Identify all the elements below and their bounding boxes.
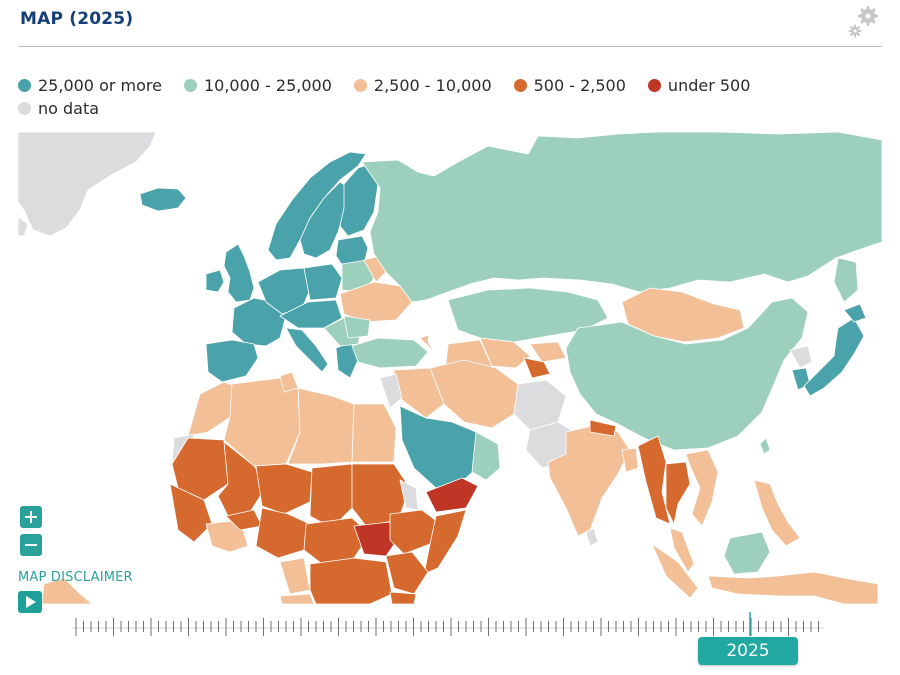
region-iran[interactable]: [429, 359, 519, 429]
legend-item-10000-25000: 10,000 - 25,000: [183, 76, 332, 95]
legend-label: 500 - 2,500: [533, 76, 626, 95]
region-kamchatka[interactable]: [833, 257, 859, 303]
legend-label: no data: [38, 99, 100, 118]
region-egypt[interactable]: [351, 403, 397, 463]
year-timeline[interactable]: [60, 608, 840, 648]
region-china[interactable]: [565, 297, 809, 451]
region-indonesia-east[interactable]: [707, 571, 879, 605]
timeline-ticks: [72, 612, 824, 636]
region-thailand[interactable]: [665, 461, 691, 525]
region-chad[interactable]: [309, 463, 353, 529]
settings-button[interactable]: [846, 4, 882, 40]
choropleth-map[interactable]: [17, 131, 883, 605]
gear-icon: [848, 6, 878, 38]
play-button[interactable]: [18, 591, 42, 613]
region-kyrgyzstan[interactable]: [529, 341, 567, 363]
region-south-sudan[interactable]: [353, 521, 401, 557]
page-title: MAP (2025): [20, 9, 134, 29]
region-somalia[interactable]: [423, 509, 467, 575]
map-canvas[interactable]: [17, 131, 883, 605]
region-bangladesh[interactable]: [621, 447, 639, 473]
region-ukraine[interactable]: [339, 281, 413, 323]
legend-swatch: [513, 79, 527, 92]
region-yemen[interactable]: [425, 477, 479, 513]
region-poland[interactable]: [303, 263, 343, 301]
region-north-america[interactable]: [17, 216, 29, 237]
region-drc[interactable]: [309, 557, 393, 605]
zoom-in-button[interactable]: [20, 506, 42, 528]
region-moldova-romania[interactable]: [343, 315, 371, 339]
region-philippines[interactable]: [753, 479, 801, 547]
region-iceland[interactable]: [139, 187, 187, 212]
region-gabon-congo[interactable]: [279, 557, 311, 595]
legend-label: 25,000 or more: [38, 76, 162, 95]
region-angola-tail[interactable]: [279, 593, 315, 605]
selected-year-badge[interactable]: 2025: [698, 637, 798, 665]
zoom-out-button[interactable]: [20, 534, 42, 556]
legend-swatch: [647, 79, 661, 92]
region-taiwan[interactable]: [759, 437, 771, 455]
legend-swatch: [183, 79, 197, 92]
region-finland[interactable]: [339, 163, 379, 237]
region-norway[interactable]: [267, 151, 367, 261]
region-levant[interactable]: [379, 373, 403, 409]
region-tunisia[interactable]: [279, 371, 299, 393]
region-hokkaido[interactable]: [843, 303, 867, 323]
legend-label: 10,000 - 25,000: [203, 76, 332, 95]
legend-item-under-500: under 500: [647, 76, 751, 95]
region-benelux-germany[interactable]: [257, 267, 311, 315]
region-ireland[interactable]: [205, 269, 225, 293]
region-borneo[interactable]: [723, 531, 771, 575]
legend-label: under 500: [667, 76, 751, 95]
region-tajikistan[interactable]: [523, 357, 551, 379]
region-senegal-guinea[interactable]: [169, 483, 213, 543]
legend-item-25000-plus: 25,000 or more: [18, 76, 162, 95]
region-central-europe[interactable]: [279, 299, 343, 329]
region-north-korea[interactable]: [789, 345, 813, 369]
region-libya[interactable]: [287, 387, 355, 465]
region-caspian[interactable]: [427, 321, 449, 359]
legend-label: 2,500 - 10,000: [373, 76, 492, 95]
region-uae-oman[interactable]: [471, 431, 501, 481]
legend-item-2500-10000: 2,500 - 10,000: [353, 76, 492, 95]
region-malay-peninsula[interactable]: [669, 527, 695, 573]
region-laos-vietnam[interactable]: [685, 449, 719, 527]
region-sri-lanka[interactable]: [585, 527, 599, 547]
region-eritrea-djibouti[interactable]: [399, 479, 419, 511]
region-france[interactable]: [231, 297, 287, 347]
region-nigeria[interactable]: [255, 507, 311, 559]
legend-swatch: [18, 79, 31, 92]
region-kenya-uganda[interactable]: [385, 551, 429, 595]
region-japan[interactable]: [803, 317, 865, 397]
region-greenland[interactable]: [17, 131, 157, 237]
region-turkey[interactable]: [351, 337, 429, 369]
region-kazakhstan[interactable]: [447, 287, 609, 343]
region-great-britain[interactable]: [223, 243, 255, 303]
legend-item-no-data: no data: [18, 99, 99, 118]
legend: 25,000 or more 10,000 - 25,000 2,500 - 1…: [18, 74, 878, 120]
legend-swatch: [18, 102, 31, 115]
legend-swatch: [353, 79, 367, 92]
title-divider: [18, 46, 882, 47]
region-nepal[interactable]: [589, 419, 617, 437]
region-iberia[interactable]: [205, 339, 259, 383]
region-myanmar[interactable]: [637, 435, 671, 525]
region-tanzania[interactable]: [389, 591, 417, 605]
region-italy[interactable]: [285, 327, 329, 373]
region-australia[interactable]: [41, 577, 93, 605]
region-niger[interactable]: [255, 463, 313, 515]
region-sumatra[interactable]: [651, 543, 699, 599]
legend-item-500-2500: 500 - 2,500: [513, 76, 626, 95]
map-disclaimer-link[interactable]: MAP DISCLAIMER: [18, 570, 133, 585]
region-russia[interactable]: [361, 131, 883, 303]
